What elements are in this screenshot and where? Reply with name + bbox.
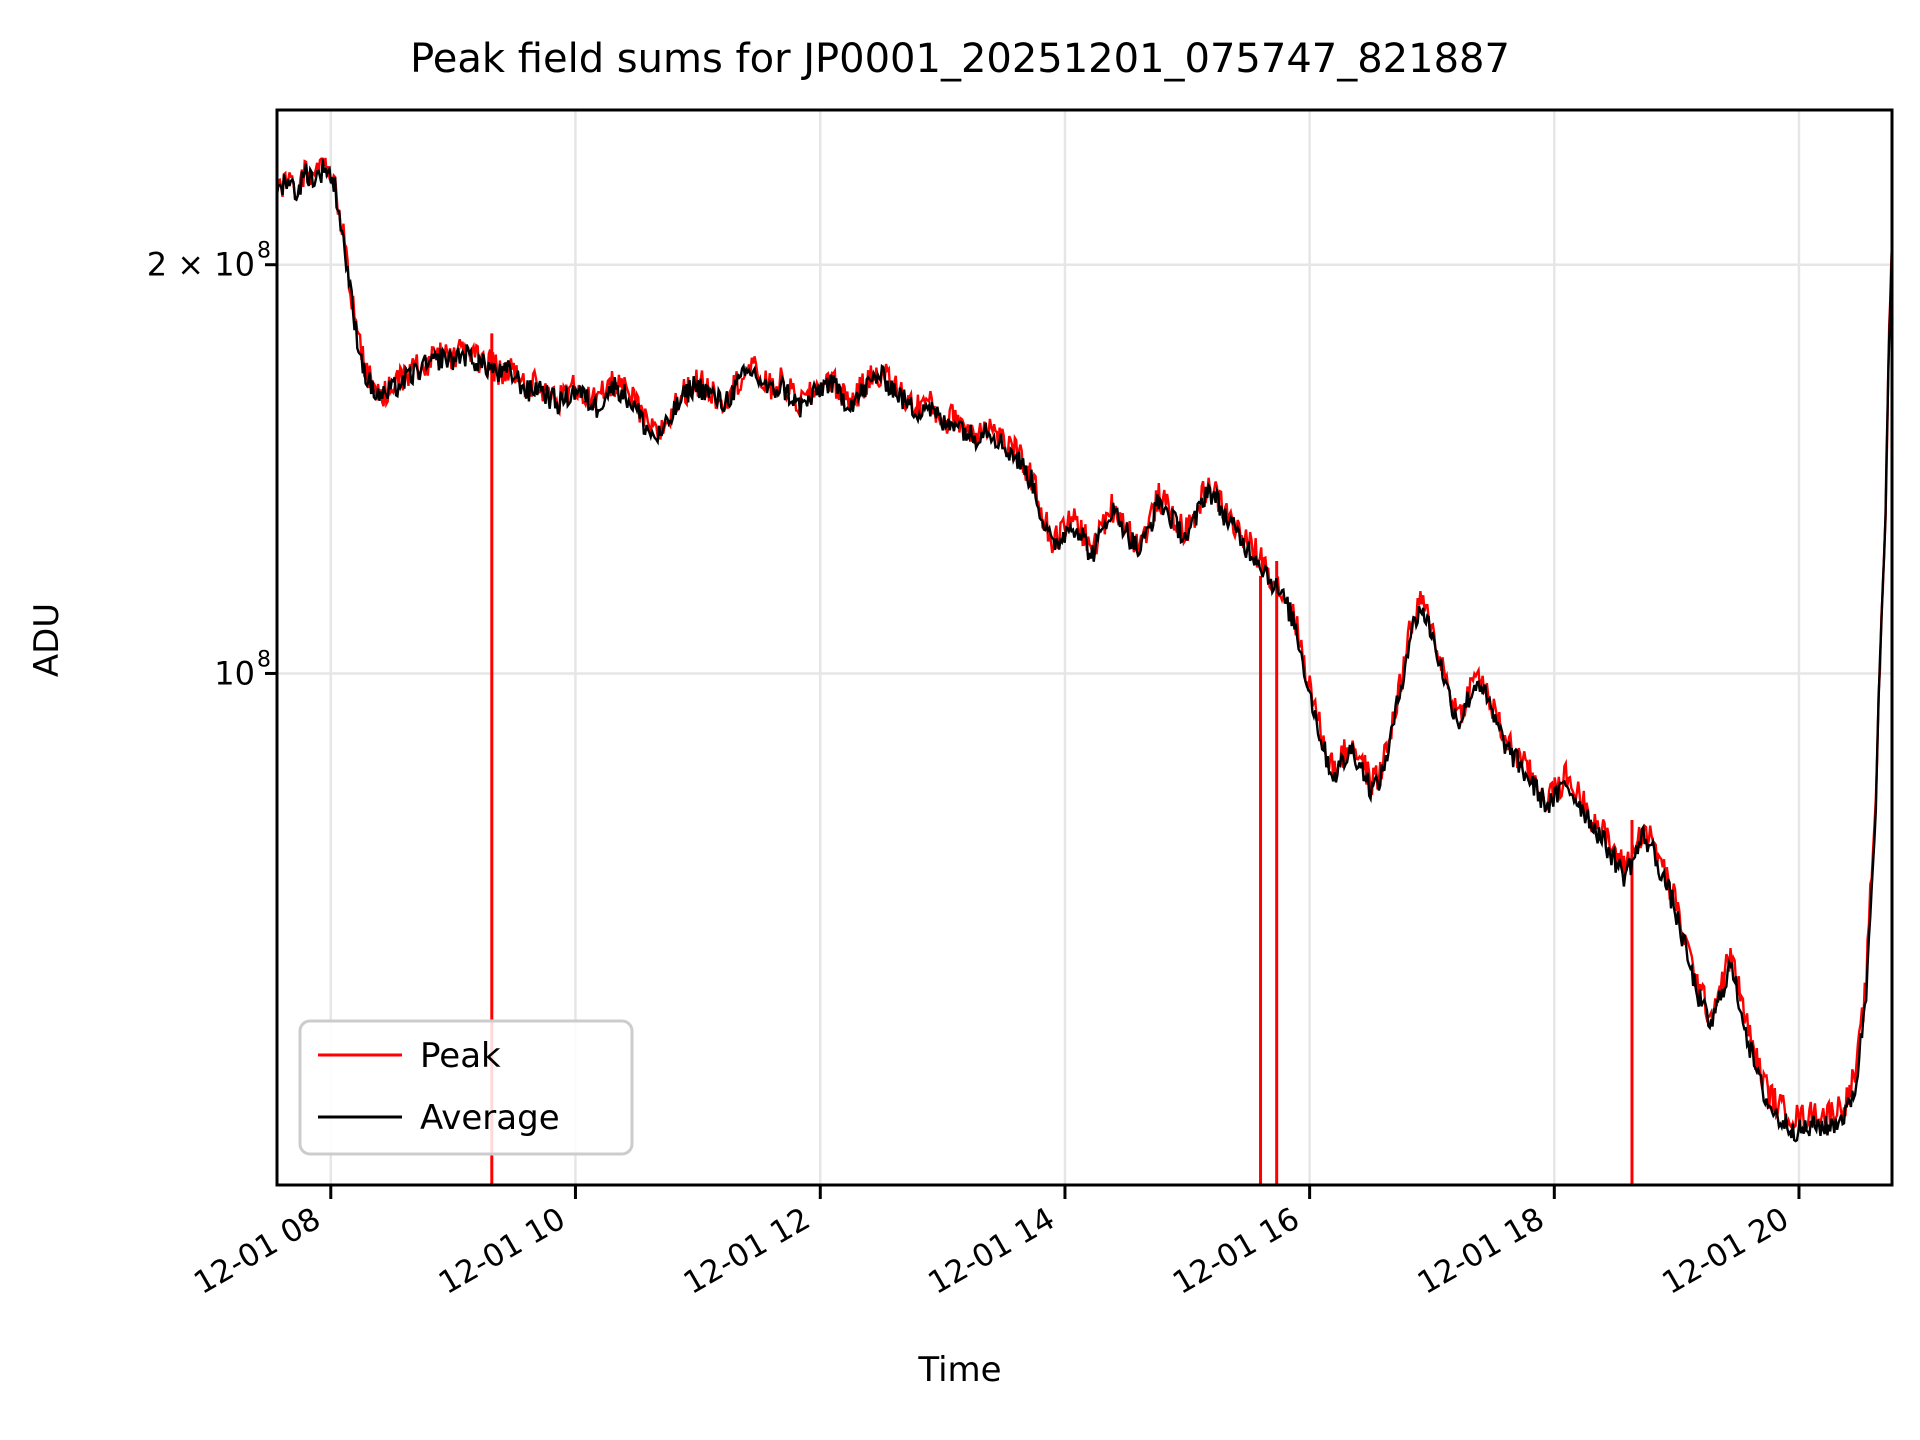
x-tick-label: 12-01 14: [922, 1201, 1061, 1302]
plot-area-background: [277, 110, 1892, 1185]
series-line-average: [277, 158, 1892, 1143]
x-tick-label: 12-01 10: [433, 1201, 572, 1302]
y-tick-exponent: 8: [257, 647, 271, 672]
legend-label-peak: Peak: [420, 1036, 501, 1076]
y-tick-label: 2 × 10: [147, 246, 255, 284]
x-tick-label: 12-01 08: [188, 1201, 327, 1302]
x-axis-label: Time: [918, 1350, 1002, 1390]
x-tick-label: 12-01 18: [1412, 1201, 1551, 1302]
axes-frame: [275, 108, 1894, 1187]
legend-label-average: Average: [420, 1098, 560, 1138]
x-tick-label: 12-01 12: [678, 1201, 817, 1302]
legend[interactable]: Peak Average: [298, 1019, 634, 1156]
x-tick-labels: 12-01 08 12-01 10 12-01 12 12-01 14 12-01 16…: [188, 1185, 1801, 1302]
y-tick-label: 10: [214, 654, 255, 692]
y-tick-labels: 2 × 10 810 8: [147, 239, 277, 692]
x-tick-label: 12-01 20: [1656, 1201, 1795, 1302]
page-title: Peak field sums for JP0001_20251201_0757…: [410, 36, 1510, 82]
y-tick-exponent: 8: [257, 239, 271, 264]
gridlines: [277, 110, 1892, 1185]
x-tick-label: 12-01 16: [1167, 1201, 1306, 1302]
peak-spikes: [490, 333, 1634, 1185]
